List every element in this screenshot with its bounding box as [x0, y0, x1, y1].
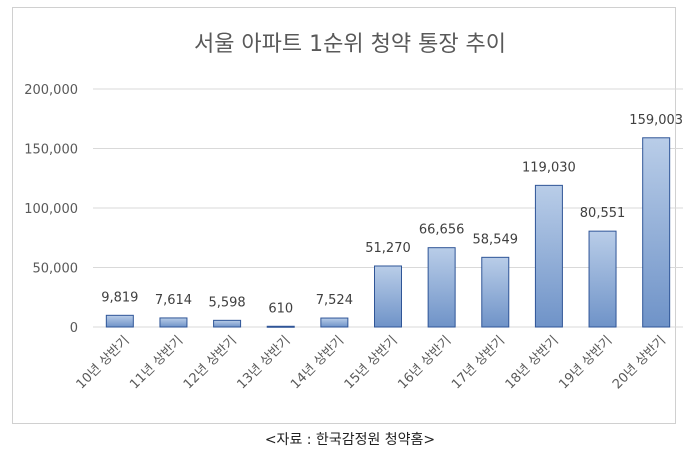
bar: [481, 256, 510, 328]
source-note: <자료 : 한국감정원 청약홈>: [264, 432, 436, 448]
data-labels: 9,819 7,614 5,598 610 7,524 51,270 66,656 58,54…: [101, 113, 683, 316]
x-tick-label: 17년 상반기: [449, 333, 508, 392]
y-tick-label: 50,000: [33, 262, 79, 277]
data-label: 119,030: [522, 160, 576, 175]
x-tick-label: 12년 상반기: [181, 333, 240, 392]
data-label: 80,551: [580, 206, 626, 221]
data-label: 58,549: [473, 232, 519, 247]
data-label: 610: [268, 301, 293, 316]
x-tick-label: 20년 상반기: [610, 333, 669, 392]
chart-title: 서울 아파트 1순위 청약 통장 추이: [193, 32, 507, 57]
bar: [266, 325, 295, 328]
bar: [320, 317, 349, 328]
data-label: 7,524: [316, 293, 353, 308]
bars: [105, 137, 671, 328]
bar: [588, 230, 617, 328]
data-label: 159,003: [629, 113, 683, 128]
data-label: 66,656: [419, 223, 465, 238]
y-axis-ticks: 0 50,000 100,000 150,000 200,000: [24, 83, 78, 336]
x-tick-label: 19년 상반기: [556, 333, 615, 392]
data-label: 7,614: [155, 293, 192, 308]
x-tick-label: 10년 상반기: [74, 333, 133, 392]
bar: [159, 317, 188, 328]
x-tick-label: 18년 상반기: [503, 333, 562, 392]
y-tick-label: 100,000: [24, 202, 78, 217]
bar: [105, 314, 134, 328]
x-tick-label: 11년 상반기: [127, 333, 186, 392]
bar: [374, 265, 402, 328]
bar: [534, 184, 563, 328]
data-label: 5,598: [208, 295, 245, 310]
x-tick-label: 14년 상반기: [288, 333, 347, 392]
data-label: 51,270: [365, 241, 411, 256]
bar: [427, 247, 456, 328]
bar: [213, 319, 242, 328]
y-tick-label: 0: [70, 321, 78, 336]
y-tick-label: 200,000: [24, 83, 78, 98]
x-tick-label: 16년 상반기: [395, 333, 454, 392]
x-tick-label: 13년 상반기: [235, 333, 294, 392]
x-tick-label: 15년 상반기: [342, 333, 401, 392]
chart-frame: [12, 7, 676, 424]
data-label: 9,819: [101, 290, 138, 305]
bar: [642, 137, 671, 328]
y-tick-label: 150,000: [24, 143, 78, 158]
